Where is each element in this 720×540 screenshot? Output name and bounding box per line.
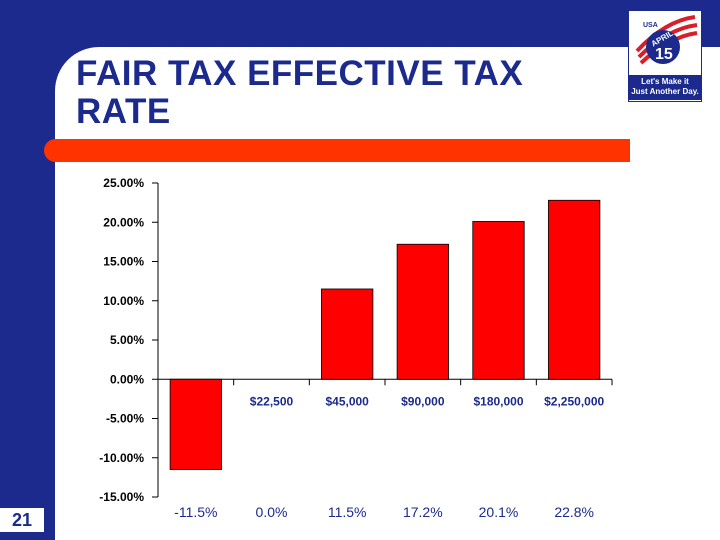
slide-number: 21 <box>0 508 44 532</box>
data-label: 22.8% <box>554 504 594 520</box>
logo-day: 15 <box>655 46 673 63</box>
category-label: $180,000 <box>473 394 523 408</box>
data-label: 17.2% <box>403 504 443 520</box>
y-tick-label: -10.00% <box>99 451 144 465</box>
y-tick-label: 15.00% <box>103 255 144 269</box>
category-label: $2,250,000 <box>544 394 604 408</box>
april-15-emblem-icon: USA APRIL 15 <box>635 15 698 65</box>
data-label: -11.5% <box>174 504 217 520</box>
title-underline-bar <box>44 139 630 162</box>
logo-tagline-2: Just Another Day. <box>631 87 699 96</box>
bar <box>321 288 374 380</box>
data-label: 11.5% <box>328 504 367 520</box>
y-tick-label: 5.00% <box>110 333 144 347</box>
y-tick-label: 20.00% <box>103 215 144 229</box>
logo-top-text: USA <box>643 22 658 29</box>
slide-content-area <box>55 47 720 540</box>
logo-tagline-1: Let's Make it <box>641 77 689 86</box>
bar <box>472 221 525 380</box>
data-label: 20.1% <box>479 504 519 520</box>
data-label: 0.0% <box>256 504 288 520</box>
april-15-logo: USA APRIL 15 Let's Make it Just Another … <box>628 10 702 102</box>
bar <box>396 243 449 380</box>
logo-tagline: Let's Make it Just Another Day. <box>629 75 701 100</box>
page-title: FAIR TAX EFFECTIVE TAX RATE <box>76 54 524 131</box>
y-tick-label: -15.00% <box>99 490 144 504</box>
y-tick-label: -5.00% <box>106 412 144 426</box>
bar <box>548 199 601 380</box>
y-tick-label: 0.00% <box>110 372 144 386</box>
category-label: $90,000 <box>401 394 445 408</box>
y-tick-label: 10.00% <box>103 294 144 308</box>
y-tick-label: 25.00% <box>103 176 144 190</box>
category-label: $22,500 <box>250 394 294 408</box>
category-label: $45,000 <box>325 394 369 408</box>
bar <box>169 378 222 470</box>
